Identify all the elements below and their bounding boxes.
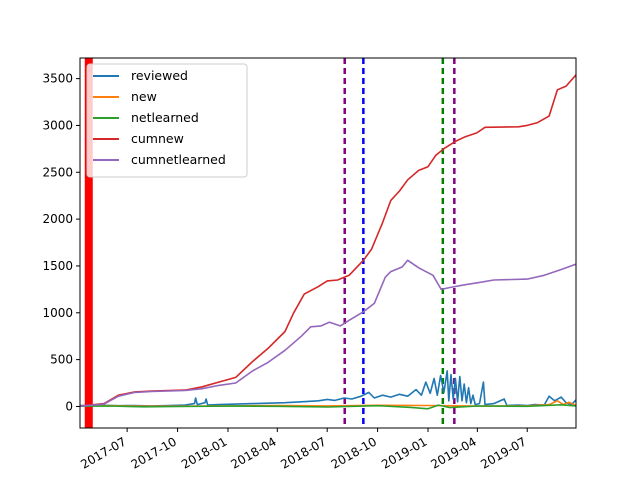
legend-box (86, 63, 248, 178)
x-tick-label: 2017-07 (78, 434, 128, 471)
legend-label: cumnetlearned (131, 152, 226, 167)
legend-label: cumnew (131, 131, 184, 146)
y-tick-label: 2500 (42, 165, 73, 179)
legend-label: new (131, 89, 157, 104)
y-tick-label: 3500 (42, 72, 73, 86)
x-tick-label: 2019-01 (379, 434, 429, 471)
x-tick-label: 2019-04 (428, 434, 478, 471)
y-tick-label: 1500 (42, 259, 73, 273)
x-tick-label: 2018-10 (329, 434, 379, 471)
y-tick-label: 500 (50, 353, 73, 367)
x-tick-label: 2018-04 (228, 434, 278, 471)
y-tick-label: 0 (65, 399, 73, 413)
series-line-cumnetlearned (80, 259, 576, 407)
x-tick-label: 2018-01 (179, 434, 229, 471)
legend-label: netlearned (131, 110, 199, 125)
x-tick-label: 2019-07 (478, 434, 528, 471)
y-tick-label: 1000 (42, 306, 73, 320)
vertical-marker-band (84, 58, 93, 428)
legend-label: reviewed (131, 68, 188, 83)
y-tick-label: 2000 (42, 212, 73, 226)
y-tick-label: 3000 (42, 118, 73, 132)
plot-frame (79, 57, 577, 429)
x-tick-label: 2018-07 (278, 434, 328, 471)
x-tick-label: 2017-10 (129, 434, 179, 471)
series-line-netlearned (80, 404, 576, 410)
series-line-reviewed (80, 370, 576, 407)
series-line-cumnew (80, 74, 576, 407)
